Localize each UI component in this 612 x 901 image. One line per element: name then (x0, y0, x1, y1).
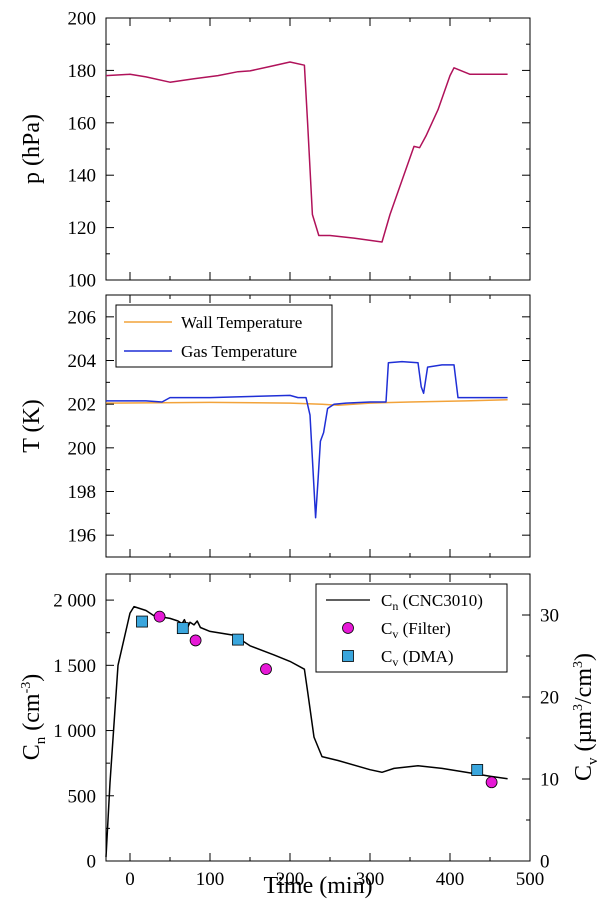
gas-temperature-legend-label: Gas Temperature (181, 342, 297, 361)
temperature-axis-label: T (K) (19, 399, 45, 453)
x-tick-label: 300 (356, 869, 385, 890)
filter-legend-marker (342, 622, 354, 634)
temperature-y-tick-label: 200 (68, 438, 97, 459)
c-v-dma-point (232, 633, 244, 646)
c-n-cnc3010-series-line (105, 605, 508, 858)
pressure-panel-frame (105, 17, 531, 281)
concentration-legend: Cn (CNC3010) Cv (Filter) Cv (DMA) (315, 583, 508, 673)
x-tick-label: 500 (516, 869, 545, 890)
time-axis-label: Time (min) (263, 873, 372, 899)
c-v-filter-point (485, 776, 498, 789)
temperature-y-tick-label: 196 (68, 526, 97, 547)
x-tick-label: 0 (125, 869, 135, 890)
concentration-y-tick-label: 500 (68, 786, 97, 807)
wall-temperature-series-line (105, 399, 508, 407)
pressure-axis-label: p (hPa) (19, 114, 45, 184)
axis-ticks: 1001201401601802001961982002022042060500… (53, 9, 559, 891)
temperature-y-tick-label: 198 (68, 482, 97, 503)
c-v-dma-point (471, 764, 484, 776)
pressure-y-tick-label: 200 (68, 9, 97, 30)
right-y-tick-label: 10 (540, 770, 559, 791)
volume-concentration-axis-label: Cv (µm3/cm3) (571, 653, 601, 781)
chart-marks (105, 61, 508, 858)
concentration-y-tick-label: 2 000 (53, 591, 96, 612)
filter-legend-label: Cv (Filter) (381, 619, 451, 641)
concentration-y-tick-label: 0 (87, 852, 97, 873)
x-tick-label: 100 (196, 869, 225, 890)
right-y-tick-label: 30 (540, 606, 559, 627)
right-y-tick-label: 0 (540, 852, 550, 873)
pressure-y-tick-label: 140 (68, 166, 97, 187)
x-tick-label: 200 (276, 869, 305, 890)
right-y-tick-label: 20 (540, 688, 559, 709)
c-v-filter-point (260, 663, 272, 676)
temperature-legend: Wall Temperature Gas Temperature (115, 304, 333, 368)
pressure-y-tick-label: 160 (68, 113, 97, 134)
cnc3010-legend-label: Cn (CNC3010) (381, 591, 483, 613)
pressure-y-tick-label: 120 (68, 218, 97, 239)
x-tick-label: 400 (436, 869, 465, 890)
c-v-dma-point (176, 622, 189, 635)
temperature-y-tick-label: 204 (68, 351, 97, 372)
pressure-series-line (105, 61, 508, 243)
concentration-y-tick-label: 1 000 (53, 721, 96, 742)
pressure-y-tick-label: 100 (68, 271, 97, 292)
c-v-filter-point (189, 634, 202, 647)
number-concentration-axis-label: Cn (cm-3) (19, 674, 49, 761)
gas-temperature-series-line (106, 360, 508, 519)
dma-legend-label: Cv (DMA) (381, 647, 454, 669)
concentration-y-tick-label: 1 500 (53, 656, 96, 677)
concentration-panel-frame (105, 573, 531, 862)
temperature-y-tick-label: 206 (68, 307, 97, 328)
wall-temperature-legend-label: Wall Temperature (181, 313, 302, 332)
temperature-legend-box (115, 304, 333, 368)
c-v-filter-point (153, 610, 166, 623)
temperature-y-tick-label: 202 (68, 395, 97, 416)
pressure-y-tick-label: 180 (68, 61, 97, 82)
c-v-dma-point (136, 615, 148, 628)
dma-legend-marker (342, 650, 354, 662)
